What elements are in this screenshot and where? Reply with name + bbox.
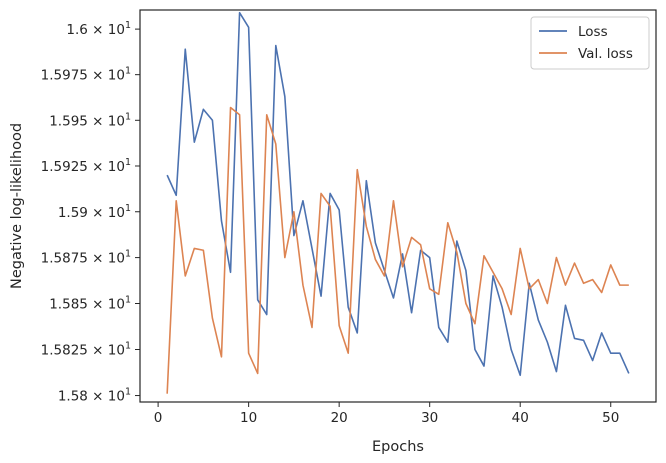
y-tick-label: 1.585 × 101 bbox=[49, 295, 131, 313]
x-tick-label: 30 bbox=[421, 410, 438, 426]
legend-box bbox=[530, 16, 650, 70]
x-tick-label: 50 bbox=[602, 410, 619, 426]
y-axis-label: Negative log-likelihood bbox=[9, 123, 25, 289]
legend-label-val-loss: Val. loss bbox=[578, 46, 633, 62]
y-tick-label: 1.58 × 101 bbox=[58, 387, 131, 405]
y-tick-label: 1.5825 × 101 bbox=[41, 340, 131, 358]
y-tick-label: 1.5925 × 101 bbox=[41, 157, 131, 175]
y-tick-label: 1.595 × 101 bbox=[49, 111, 131, 129]
series-layer bbox=[166, 11, 630, 394]
x-axis-label: Epochs bbox=[372, 439, 424, 455]
y-tick-label: 1.59 × 101 bbox=[58, 203, 131, 221]
legend-label-loss: Loss bbox=[578, 24, 608, 40]
x-tick-label: 40 bbox=[512, 410, 529, 426]
legend: Loss Val. loss bbox=[530, 16, 650, 70]
series-line-val-loss bbox=[166, 106, 629, 394]
axis-ticks: 0 10 20 30 40 50 1.58 × 101 1.5825 × 101 1.585 ×… bbox=[41, 20, 620, 426]
y-tick-label: 1.6 × 101 bbox=[66, 20, 131, 38]
x-tick-label: 0 bbox=[154, 410, 163, 426]
y-tick-label: 1.5975 × 101 bbox=[41, 66, 131, 84]
series-line-loss bbox=[166, 11, 630, 377]
x-tick-label: 10 bbox=[240, 410, 257, 426]
y-tick-label: 1.5875 × 101 bbox=[41, 249, 131, 267]
plot-frame bbox=[139, 9, 657, 403]
x-tick-label: 20 bbox=[331, 410, 348, 426]
